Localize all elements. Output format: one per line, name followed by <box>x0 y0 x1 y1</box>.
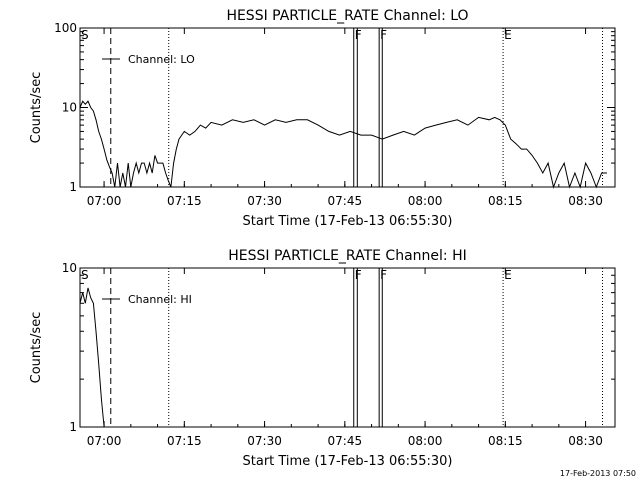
panel-1-x-tick-label-6: 08:30 <box>568 194 603 208</box>
panel-2-x-tick-label-5: 08:15 <box>488 434 523 448</box>
panel-1-x-axis-label: Start Time (17-Feb-13 06:55:30) <box>243 214 453 229</box>
panel-2-y-axis-label: Counts/sec <box>29 312 44 384</box>
panel-2-chart-title: HESSI PARTICLE_RATE Channel: HI <box>228 248 466 264</box>
panel-2-x-tick-label-0: 07:00 <box>87 434 122 448</box>
panel-2-marker-label-4: F <box>380 268 387 282</box>
panel-1-marker-label-3: F <box>355 28 362 42</box>
panel-2-y-tick-label-1: 10 <box>62 261 77 275</box>
panel-1-marker-label-0: S <box>81 28 89 42</box>
footer-stamp: 17-Feb-2013 07:50 <box>560 469 636 478</box>
panel-1-series-line-0 <box>79 100 607 189</box>
panel-1-x-tick-label-2: 07:30 <box>247 194 282 208</box>
panel-1-x-tick-label-5: 08:15 <box>488 194 523 208</box>
panel-1-y-axis-label: Counts/sec <box>29 72 44 144</box>
panel-1-chart-title: HESSI PARTICLE_RATE Channel: LO <box>226 8 468 24</box>
panel-2-x-tick-label-3: 07:45 <box>328 434 363 448</box>
panel-1-marker-label-5: E <box>504 28 512 42</box>
panel-1-x-tick-label-4: 08:00 <box>408 194 443 208</box>
panel-1-y-tick-label-0: 1 <box>69 180 77 194</box>
panel-1-x-tick-label-1: 07:15 <box>167 194 202 208</box>
panel-1-marker-label-4: F <box>380 28 387 42</box>
panel-2-x-axis-label: Start Time (17-Feb-13 06:55:30) <box>243 454 453 469</box>
panel-2-x-tick-label-1: 07:15 <box>167 434 202 448</box>
panel-2-x-tick-label-4: 08:00 <box>408 434 443 448</box>
panel-2-marker-label-5: E <box>504 268 512 282</box>
panel-2-series-line-0 <box>79 287 105 428</box>
panel-1-x-tick-label-3: 07:45 <box>328 194 363 208</box>
panel-1-legend-label: Channel: LO <box>128 53 195 66</box>
panel-2-legend-label: Channel: HI <box>128 293 192 306</box>
panel-2-plot-frame <box>79 267 616 428</box>
panel-2-y-tick-label-0: 1 <box>69 420 77 434</box>
panel-1-y-tick-label-1: 10 <box>62 101 77 115</box>
panel-2-x-tick-label-6: 08:30 <box>568 434 603 448</box>
panel-2-marker-label-0: S <box>81 268 89 282</box>
panel-1-x-tick-label-0: 07:00 <box>87 194 122 208</box>
panel-2-marker-label-3: F <box>355 268 362 282</box>
panel-2-x-tick-label-2: 07:30 <box>247 434 282 448</box>
panel-1-y-tick-label-2: 100 <box>54 21 77 35</box>
